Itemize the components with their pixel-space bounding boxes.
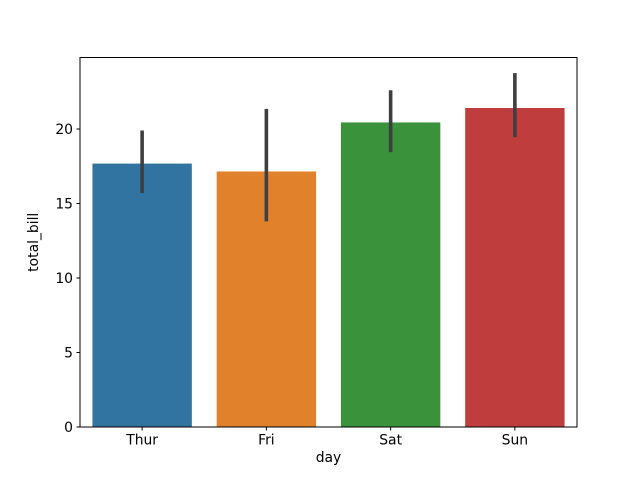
bar-thur	[92, 163, 192, 427]
y-tick-label: 0	[64, 420, 73, 436]
x-tick-label: Sun	[502, 432, 528, 448]
y-tick-label: 5	[64, 346, 73, 362]
bar-sat	[340, 122, 441, 428]
x-axis-label: day	[316, 450, 342, 466]
y-axis-label: total_bill	[26, 213, 42, 272]
axes-ticks-group: Thur Fri Sat Sun 0 5 10 15 20	[55, 122, 528, 448]
x-tick-label: Sat	[379, 432, 402, 448]
x-tick-label: Fri	[258, 432, 275, 448]
y-tick-label: 20	[55, 122, 73, 138]
x-tick-label: Thur	[125, 432, 158, 448]
y-tick-label: 10	[55, 271, 73, 287]
y-tick-label: 15	[55, 197, 73, 213]
error-bars-group	[140, 73, 517, 222]
bars-group	[92, 108, 565, 428]
bar-sun	[465, 108, 565, 427]
plot-border	[79, 57, 578, 428]
